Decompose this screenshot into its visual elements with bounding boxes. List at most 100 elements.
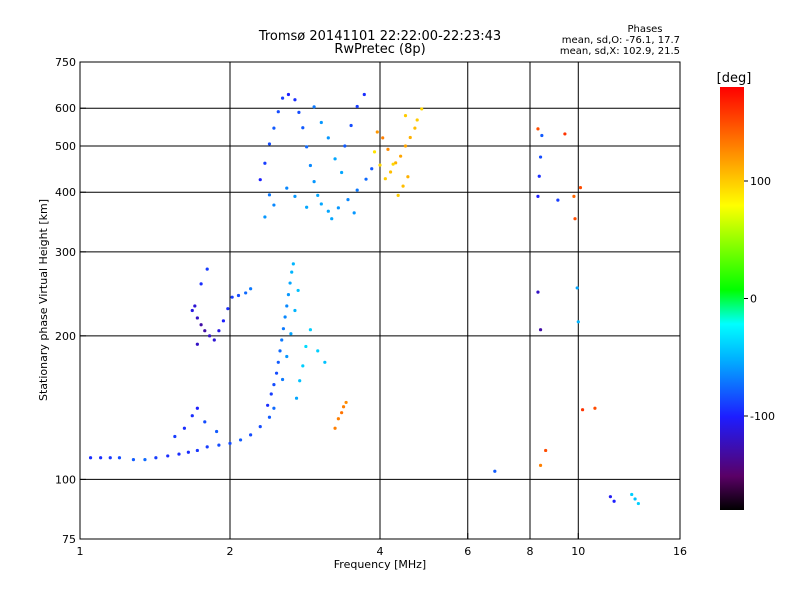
grid-lines: [80, 62, 680, 539]
data-point: [280, 338, 284, 342]
data-point: [258, 425, 262, 429]
data-point: [301, 126, 305, 130]
phases-title: Phases: [627, 24, 662, 35]
colorbar-tick-label: -100: [750, 410, 775, 423]
data-point: [280, 377, 285, 382]
chart-title: Tromsø 20141101 22:22:00-22:23:43: [258, 29, 501, 44]
data-point: [267, 415, 272, 419]
data-point: [316, 193, 320, 197]
data-point: [399, 154, 403, 158]
data-point: [217, 329, 221, 333]
data-point: [308, 163, 313, 168]
data-point: [203, 420, 207, 424]
data-point: [296, 288, 300, 293]
data-point: [336, 206, 340, 210]
data-point: [352, 211, 356, 215]
colorbar-ticks: 100 0 -100: [744, 175, 775, 423]
data-point: [305, 205, 309, 209]
data-point: [226, 307, 230, 311]
data-point: [249, 433, 253, 437]
data-point: [203, 329, 207, 333]
data-point: [413, 126, 417, 130]
data-point: [117, 456, 122, 460]
data-point: [294, 396, 299, 400]
data-point: [177, 452, 181, 456]
data-point: [572, 194, 576, 199]
data-point: [540, 133, 544, 138]
data-point: [291, 262, 295, 266]
data-point: [195, 342, 199, 346]
data-point: [278, 349, 282, 353]
data-point: [195, 406, 199, 410]
x-tick-label: 10: [571, 545, 585, 558]
data-point: [205, 267, 209, 271]
data-point: [182, 426, 186, 430]
data-point: [323, 360, 327, 364]
data-point: [272, 383, 276, 387]
data-point: [536, 127, 540, 131]
data-point: [288, 281, 292, 285]
data-point: [236, 293, 241, 298]
data-point: [293, 194, 297, 199]
data-point: [349, 123, 353, 128]
colorbar-tick-label: 0: [750, 293, 757, 306]
data-point: [420, 107, 424, 111]
y-axis-ticks: 75 100 200 300 400 500 600 750: [55, 56, 86, 546]
data-point: [388, 170, 393, 174]
data-point: [293, 98, 297, 102]
x-tick-label: 1: [77, 545, 84, 558]
x-axis-label: Frequency [MHz]: [334, 558, 426, 571]
chart-subtitle: RwPretec (8p): [334, 42, 425, 57]
data-point: [190, 308, 194, 313]
data-point: [258, 178, 262, 182]
y-tick-label: 200: [55, 330, 76, 343]
data-point: [493, 469, 497, 473]
data-point: [364, 177, 368, 181]
data-point: [336, 417, 340, 421]
data-point: [636, 501, 640, 506]
data-point: [215, 429, 219, 434]
data-point: [283, 315, 287, 319]
data-point: [221, 319, 226, 323]
data-point: [186, 450, 190, 454]
data-point: [285, 186, 289, 190]
data-point: [238, 438, 243, 442]
phases-line-x: mean, sd,X: 102.9, 21.5: [560, 46, 680, 57]
data-point: [536, 194, 540, 199]
data-point: [312, 105, 316, 109]
data-point: [343, 144, 347, 148]
data-point: [316, 349, 320, 353]
data-point: [319, 120, 323, 125]
y-tick-label: 500: [55, 140, 76, 153]
data-point: [276, 110, 280, 114]
data-point: [285, 304, 289, 308]
data-point: [386, 147, 390, 151]
data-point: [143, 458, 147, 462]
data-point: [578, 186, 583, 190]
data-point: [301, 364, 305, 368]
data-point: [340, 411, 344, 415]
data-point: [289, 332, 293, 336]
data-point: [305, 145, 309, 149]
x-tick-label: 8: [527, 545, 534, 558]
y-tick-label: 300: [55, 246, 76, 259]
data-point: [563, 132, 567, 136]
data-point: [285, 354, 289, 359]
colorbar-gradient: [720, 87, 744, 510]
data-point: [312, 180, 316, 184]
data-point: [575, 286, 579, 290]
data-point: [391, 162, 395, 166]
data-point: [406, 175, 410, 179]
data-point: [403, 114, 408, 118]
data-point: [99, 456, 103, 460]
data-point: [290, 270, 294, 274]
data-point: [263, 161, 267, 165]
data-point: [298, 379, 302, 383]
data-point: [326, 136, 330, 140]
y-tick-label: 100: [55, 473, 76, 486]
data-point: [633, 497, 637, 501]
data-point: [166, 454, 170, 458]
data-point: [355, 188, 359, 192]
data-point: [195, 316, 199, 320]
